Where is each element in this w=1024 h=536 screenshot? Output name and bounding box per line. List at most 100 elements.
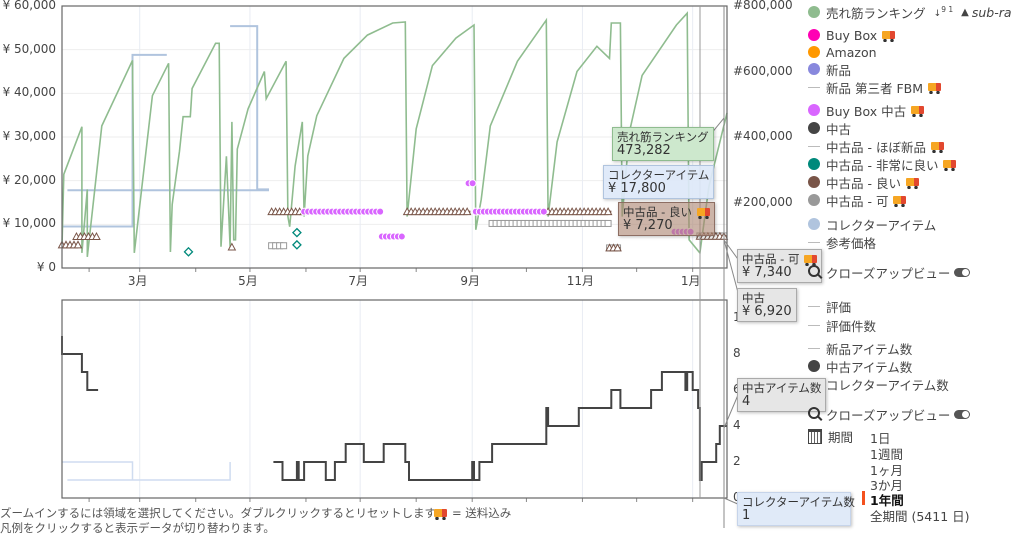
tooltip-value: ¥ 17,800 [608, 181, 666, 196]
range-option-all[interactable]: 全期間 (5411 日) [870, 509, 970, 524]
buy-box-used-marker [376, 207, 385, 216]
truck-icon [928, 83, 941, 94]
legend-item-collectible-offer-count[interactable]: コレクターアイテム数 [808, 376, 949, 393]
buy-box-used-marker [468, 179, 477, 188]
circle-icon [808, 29, 820, 41]
legend-label: コレクターアイテム [826, 217, 937, 233]
circle-icon [808, 194, 820, 206]
legend-item-buy-box[interactable]: Buy Box [808, 27, 896, 43]
count-plot-area [62, 300, 727, 498]
legend-item-used[interactable]: 中古 [808, 120, 851, 137]
legend-item-collectible[interactable]: コレクターアイテム [808, 216, 937, 233]
price-tick-label: ¥ 50,000 [2, 41, 56, 56]
sort-icon-label: 9 1 [941, 5, 954, 14]
legend-label: コレクターアイテム数 [826, 377, 949, 393]
legend-label: Buy Box 中古 [826, 103, 907, 119]
legend-label: 新品アイテム数 [826, 341, 913, 357]
range-option-1d[interactable]: 1日 [870, 431, 891, 446]
tooltip-label: 中古品 - 良い [623, 205, 692, 219]
truck-icon [804, 255, 818, 266]
hierarchy-icon: ▲ [961, 6, 969, 18]
legend-item-used-good[interactable]: 中古品 - 良い [808, 174, 919, 191]
range-option-1m[interactable]: 1ヶ月 [870, 463, 903, 478]
circle-icon [808, 176, 820, 188]
price-tick-label: ¥ 20,000 [2, 172, 56, 187]
legend-item-used-like-new[interactable]: 中古品 - ほぼ新品 [808, 138, 944, 155]
legend-item-used-acceptable[interactable]: 中古品 - 可 [808, 192, 907, 209]
legend-label: 新品 [826, 62, 852, 78]
circle-icon [808, 122, 820, 134]
legend-item-new-offer-count[interactable]: 新品アイテム数 [808, 340, 913, 357]
legend-label: クローズアップビュー [826, 265, 951, 281]
tooltip-label: 中古品 - 可 [742, 252, 800, 266]
price-tick-label: ¥ 30,000 [2, 129, 56, 143]
month-tick-label: 1月 [680, 274, 701, 288]
rank-tick-label: #800,000 [733, 0, 793, 12]
legend-label: 評価件数 [826, 318, 877, 334]
line-icon [808, 347, 820, 349]
line-icon [808, 324, 820, 326]
magnifier-icon [808, 265, 820, 277]
used-very-good-marker [291, 239, 302, 250]
tooltip-value: ¥ 7,340 [742, 265, 792, 280]
legend-label: 期間 [828, 429, 854, 445]
count-tick-label: 6 [733, 382, 741, 396]
legend-label: 中古アイテム数 [826, 359, 913, 375]
legend-label: 新品 第三者 FBM [826, 80, 923, 96]
month-tick-label: 9月 [460, 274, 481, 288]
legend-item-used-very-good[interactable]: 中古品 - 非常に良い [808, 156, 957, 173]
sales-rank-line [61, 11, 728, 257]
legend-item-rating[interactable]: 評価 [808, 298, 851, 315]
sub-rank-link[interactable]: sub-ra [971, 4, 1012, 20]
legend-item-amazon[interactable]: Amazon [808, 44, 877, 60]
range-option-1w[interactable]: 1週間 [870, 447, 903, 462]
tooltip-value: 4 [742, 394, 751, 409]
tooltip-value: ¥ 7,270 [623, 218, 673, 233]
calendar-icon [808, 428, 822, 444]
count-tick-label: 0 [733, 490, 741, 504]
rank-tick-label: #600,000 [733, 63, 793, 78]
truck-icon [943, 160, 957, 171]
used-good-marker [92, 232, 101, 241]
sort-icon[interactable]: ↓9 1 [933, 5, 954, 19]
price-tick-label: ¥ 10,000 [2, 216, 56, 231]
used-good-marker [227, 242, 237, 251]
truck-icon [911, 106, 925, 117]
legend-label: Amazon [826, 44, 877, 60]
legend-item-buy-box-used[interactable]: Buy Box 中古 [808, 102, 925, 119]
used-very-good-marker [291, 227, 302, 238]
buy-box-used-marker [539, 207, 548, 216]
line-icon [808, 86, 820, 88]
legend-item-new[interactable]: 新品 [808, 61, 852, 78]
legend-item-list-price[interactable]: 参考価格 [808, 234, 876, 251]
tooltip-used: 中古 ¥ 6,920 [737, 288, 797, 322]
closeup-toggle-upper[interactable]: クローズアップビュー [808, 264, 971, 281]
truck-icon [882, 31, 896, 42]
legend-label: クローズアップビュー [826, 407, 951, 423]
tooltip-sales-rank: 売れ筋ランキング 473,282 [612, 127, 714, 161]
line-icon [808, 241, 820, 243]
legend-label: Buy Box [826, 27, 878, 43]
count-plot-frame [61, 299, 728, 499]
legend-item-sales-rank[interactable]: 売れ筋ランキング ↓9 1 ▲ sub-ra [808, 4, 1012, 21]
used-very-good-marker [183, 246, 194, 257]
legend-label: 売れ筋ランキング [826, 5, 926, 21]
month-tick-label: 7月 [348, 274, 368, 288]
tooltip-used-acceptable: 中古品 - 可 ¥ 7,340 [737, 249, 823, 283]
truck-icon [434, 509, 447, 520]
range-option-3m[interactable]: 3か月 [870, 478, 903, 493]
magnifier-icon [808, 407, 820, 419]
closeup-toggle-lower[interactable]: クローズアップビュー [808, 406, 971, 423]
legend-item-new-3p-fbm[interactable]: 新品 第三者 FBM [808, 79, 941, 96]
legend-item-used-offer-count[interactable]: 中古アイテム数 [808, 358, 913, 375]
legend-item-rating-count[interactable]: 評価件数 [808, 317, 877, 334]
zoom-hint: ズームインするには領域を選択してください。ダブルクリックするとリセットします。 [0, 506, 447, 520]
toggle-icon[interactable] [954, 267, 971, 277]
price-tick-label: ¥ 0 [36, 260, 56, 274]
tooltip-collectible-offer-count: コレクターアイテム数 1 [737, 492, 855, 526]
tooltip-value: ¥ 6,920 [742, 304, 792, 319]
line-icon [808, 305, 820, 307]
toggle-icon[interactable] [954, 409, 971, 419]
range-option-1y[interactable]: 1年間 [870, 493, 904, 508]
rank-tick-label: #200,000 [733, 194, 793, 209]
